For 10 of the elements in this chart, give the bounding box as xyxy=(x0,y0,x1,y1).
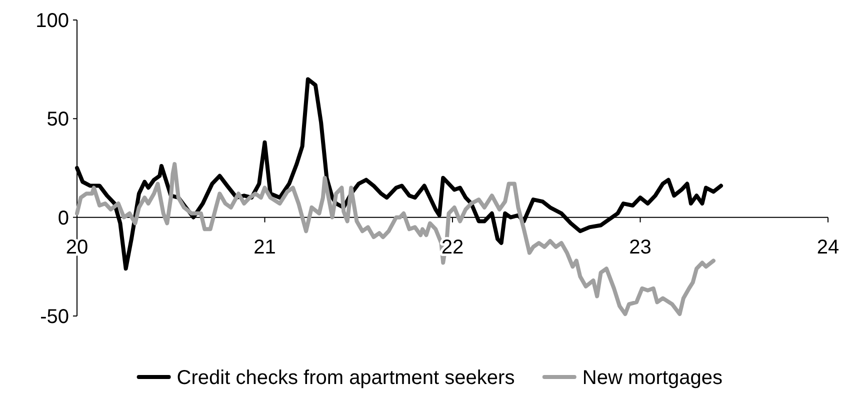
x-tick-label: 24 xyxy=(816,236,840,258)
x-tick-label: 21 xyxy=(254,236,276,258)
legend-label: Credit checks from apartment seekers xyxy=(176,367,515,389)
x-tick-label: 22 xyxy=(441,236,464,258)
y-tick-label: 100 xyxy=(36,10,69,32)
y-tick-label: -50 xyxy=(40,306,69,328)
y-tick-label: 50 xyxy=(46,108,69,131)
y-tick-label: 0 xyxy=(58,207,69,230)
legend-label: New mortgages xyxy=(582,367,722,389)
x-tick-label: 23 xyxy=(629,236,652,258)
